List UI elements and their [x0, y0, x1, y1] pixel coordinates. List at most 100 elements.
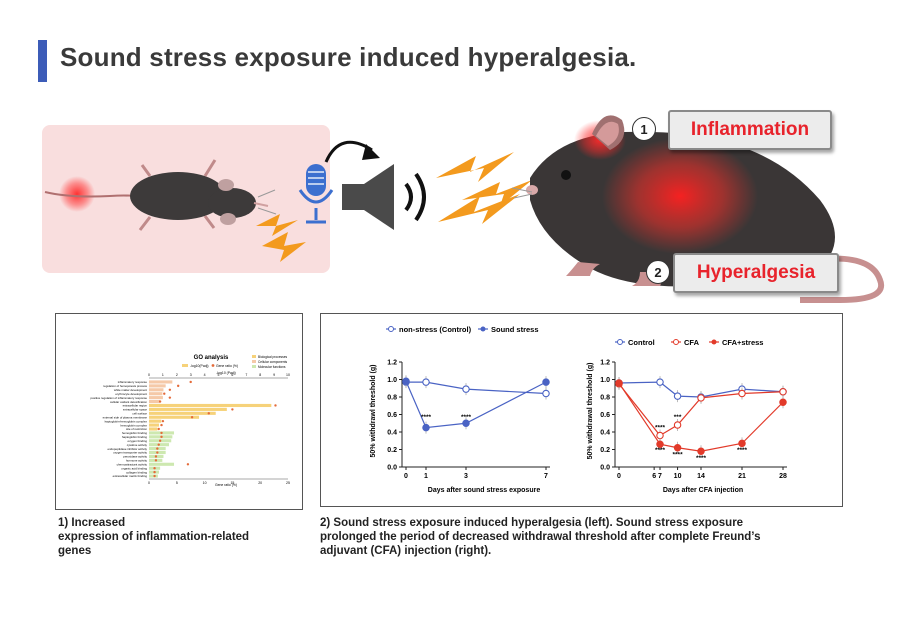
chart1-y-tick-label: 0.8	[387, 395, 397, 402]
chart2-data-point	[673, 392, 682, 400]
go-padj-dot	[168, 388, 172, 391]
go-term-label: hormone activity	[126, 459, 148, 463]
chart2-data-point	[656, 431, 664, 440]
go-term-label: external side of plasma membrane	[103, 415, 148, 419]
go-bar	[149, 396, 163, 400]
chart1-ylabel: 50% withdrawl threshold (g)	[370, 365, 377, 458]
go-cat-swatch-cc	[252, 360, 256, 363]
lightning-icon	[256, 214, 306, 262]
chart2-data-point	[779, 388, 787, 396]
go-bar	[149, 427, 158, 431]
chart1-data-point	[462, 419, 470, 428]
chart1-significance-label: ****	[421, 414, 432, 421]
go-bar	[149, 419, 162, 423]
chart2-legend-marker	[617, 339, 623, 345]
chart2-data-point	[615, 379, 623, 387]
callout-number-1: 1	[632, 117, 656, 141]
go-term-label: hemoglobin complex	[120, 423, 147, 427]
hyperalgesia-label: Hyperalgesia	[673, 253, 839, 293]
go-top-tick-label: 2	[176, 373, 178, 377]
go-bar	[149, 407, 227, 411]
go-padj-dot	[158, 439, 162, 442]
go-padj-dot	[274, 404, 277, 407]
chart1-y-tick-label: 0.2	[387, 447, 397, 454]
chart2-significance-label: ****	[655, 424, 666, 431]
chart2-legend-marker	[711, 339, 717, 345]
chart2-y-tick-label: 0.0	[600, 465, 610, 472]
go-padj-dot	[190, 416, 194, 419]
microphone-icon	[298, 164, 334, 224]
chart2-data-point	[779, 398, 787, 407]
chart2-significance-label: ***	[674, 414, 682, 421]
go-padj-dot	[157, 443, 160, 446]
go-bottom-tick-label: 20	[258, 481, 262, 485]
chart2-y-tick-label: 1.2	[600, 360, 610, 367]
lightning-icon	[436, 152, 532, 224]
chart1-data-point	[542, 389, 550, 398]
go-padj-dot	[153, 474, 156, 478]
go-analysis-chart: GO analysis -log10(Padj) Gene ratio (%) …	[90, 355, 290, 487]
chart2-legend-marker	[673, 339, 679, 345]
go-term-label: oxygen transporter activity	[113, 451, 147, 455]
go-padj-dot	[156, 447, 159, 450]
go-term-label: erythrocyte development	[115, 392, 147, 396]
go-top-tick-label: 10	[286, 373, 290, 377]
chart2-data-point	[738, 439, 746, 448]
chart1-y-tick-label: 0.0	[387, 465, 397, 472]
go-term-label: chemoattractant activity	[117, 462, 148, 466]
chart1-y-tick-label: 1.2	[387, 360, 397, 367]
go-term-label: site of restriction	[126, 427, 147, 431]
chart1-data-point	[422, 423, 430, 432]
chart2-x-tick-label: 28	[779, 473, 787, 480]
chart2-x-tick-label: 7	[658, 473, 662, 480]
go-bottom-axis-label: Gene ratio (%)	[215, 483, 237, 487]
chart2-x-tick-label: 21	[738, 473, 746, 480]
chart1-y-tick-label: 1.0	[387, 377, 397, 384]
chart1-series-line	[406, 381, 547, 395]
go-term-label: inflammatory response	[118, 380, 148, 384]
go-bottom-tick-label: 10	[203, 481, 207, 485]
speaker-icon	[342, 164, 426, 230]
go-term-label: positive regulation of inflammatory resp…	[90, 396, 147, 400]
chart2-significance-label: ****	[737, 447, 748, 454]
go-bar	[149, 403, 272, 408]
go-cat-label: Cellular components	[258, 360, 287, 364]
go-term-label: endopeptidase inhibitor activity	[107, 447, 147, 451]
go-bar	[149, 400, 161, 404]
chart1-legend-marker	[388, 326, 394, 332]
go-term-label: collagen binding	[126, 470, 147, 474]
chart2-y-tick-label: 0.6	[600, 412, 610, 419]
chart2-series-line	[618, 382, 784, 452]
go-term-label: white matter development	[114, 388, 147, 392]
chart2-xlabel: Days after CFA injection	[663, 487, 743, 494]
go-cat-swatch-mf	[252, 365, 256, 368]
chart2-x-tick-label: 6	[652, 473, 656, 480]
go-term-label: extracellular matrix binding	[113, 474, 148, 478]
chart2-data-point	[673, 444, 682, 452]
go-top-tick-label: 6	[231, 373, 233, 377]
caption-line: prolonged the period of decreased withdr…	[320, 531, 761, 543]
chart2-data-point	[697, 447, 705, 456]
chart2-significance-label: ****	[673, 452, 684, 459]
inflammation-label: Inflammation	[668, 110, 832, 150]
go-cat-label: Molecular functions	[258, 365, 286, 369]
go-term-label: peroxidase activity	[123, 455, 147, 459]
chart2-legend-label: Control	[628, 338, 655, 347]
chart1-x-tick-label: 7	[544, 473, 548, 480]
chart1-legend-marker	[480, 326, 486, 332]
caption-line: expression of inflammation-related	[58, 531, 250, 543]
go-padj-dot	[154, 459, 158, 462]
chart2-data-point	[673, 421, 682, 429]
curved-arrow-icon	[324, 140, 380, 163]
go-analysis-panel: GO analysis -log10(Padj) Gene ratio (%) …	[55, 313, 303, 510]
go-bottom-tick-label: 15	[230, 481, 234, 485]
chart2-data-point	[656, 378, 664, 386]
go-legend-item: Gene ratio (%)	[216, 364, 238, 368]
chart1-x-tick-label: 1	[424, 473, 428, 480]
sound-stress-chart: 0.0 0.2 0.4 0.6 0.8 1.0 1.2 0 1 3 7 **** **** Days a…	[366, 320, 564, 498]
chart2-y-tick-label: 0.8	[600, 395, 610, 402]
chart2-x-tick-label: 14	[697, 473, 705, 480]
chart1-x-tick-label: 3	[464, 473, 468, 480]
go-top-tick-label: 4	[204, 373, 206, 377]
go-title: GO analysis	[194, 355, 229, 361]
